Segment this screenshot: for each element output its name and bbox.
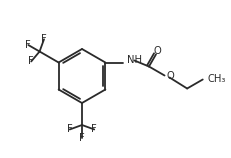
Text: F: F [28,56,34,67]
Text: F: F [41,34,47,44]
Text: F: F [79,133,85,143]
Text: CH₃: CH₃ [207,75,225,85]
Text: O: O [152,46,160,56]
Text: F: F [25,40,31,50]
Text: F: F [91,125,97,134]
Text: F: F [67,125,72,134]
Text: NH: NH [127,55,142,66]
Text: O: O [166,72,173,82]
